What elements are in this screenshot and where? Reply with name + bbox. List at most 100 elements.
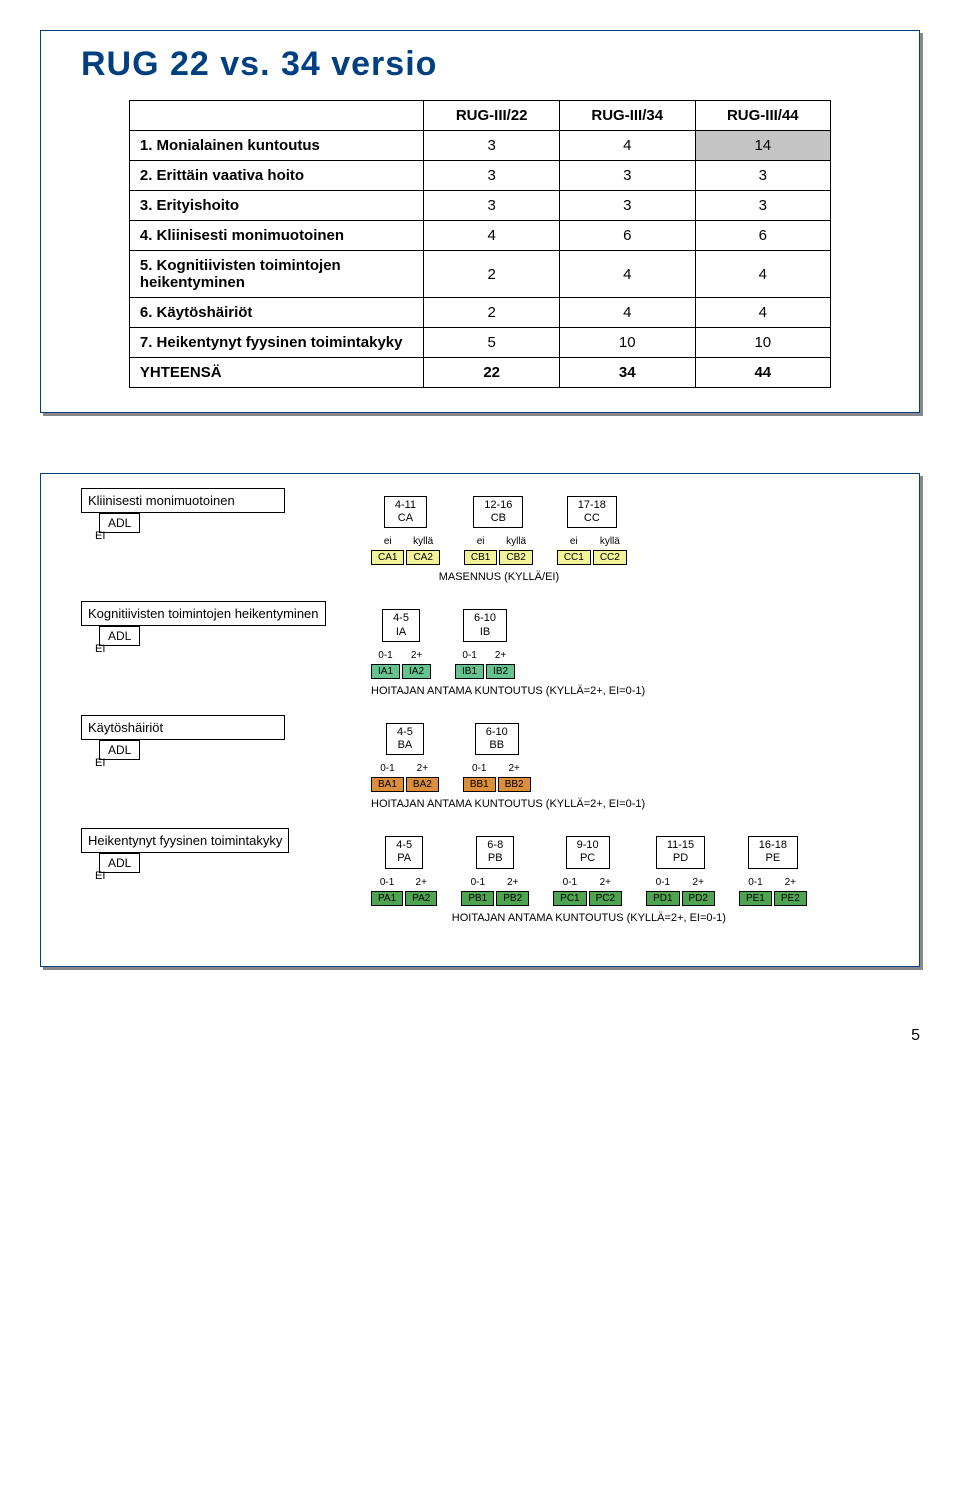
group-head: 4-5PA: [385, 836, 423, 868]
diagram-row: Kognitiivisten toimintojen heikentyminen…: [81, 601, 879, 696]
split-tag: 0-1: [656, 877, 670, 888]
cell: 3: [559, 191, 695, 221]
ei-label: EI: [95, 757, 105, 769]
split-tag: 0-1: [462, 650, 476, 661]
leaf: CC2: [593, 550, 627, 565]
split-tag: 2+: [507, 877, 518, 888]
split-tag: 2+: [411, 650, 422, 661]
split-tag: 2+: [416, 877, 427, 888]
total-cell: 34: [559, 358, 695, 388]
row-label: 4. Kliinisesti monimuotoinen: [129, 221, 424, 251]
leaf: CA1: [371, 550, 404, 565]
rug-table: RUG-III/22 RUG-III/34 RUG-III/44 1. Moni…: [129, 100, 831, 388]
col-2: RUG-III/44: [695, 101, 831, 131]
group-head: 12-16CB: [473, 496, 523, 528]
split-tag: kyllä: [506, 536, 526, 547]
leaf: IB1: [455, 664, 484, 679]
section-note: HOITAJAN ANTAMA KUNTOUTUS (KYLLÄ=2+, EI=…: [371, 798, 645, 810]
total-cell: 44: [695, 358, 831, 388]
cell: 5: [424, 328, 560, 358]
row-label: 7. Heikentynyt fyysinen toimintakyky: [129, 328, 424, 358]
card-title: RUG 22 vs. 34 versio: [81, 45, 879, 84]
cell: 2: [424, 298, 560, 328]
split-tag: 0-1: [380, 763, 394, 774]
leaf: CA2: [406, 550, 439, 565]
category-box: Heikentynyt fyysinen toimintakyky: [81, 828, 289, 853]
leaf: PB2: [496, 891, 529, 906]
split-tag: ei: [477, 536, 485, 547]
leaf: PA2: [405, 891, 437, 906]
group: 12-16CBeiCB1kylläCB2: [464, 496, 533, 565]
leaf: PD1: [646, 891, 679, 906]
page-number: 5: [40, 1027, 920, 1045]
leaf: PE2: [774, 891, 807, 906]
cell: 10: [559, 328, 695, 358]
cell: 14: [695, 131, 831, 161]
group: 6-10IB0-1IB12+IB2: [455, 609, 515, 678]
cell: 3: [695, 191, 831, 221]
col-1: RUG-III/34: [559, 101, 695, 131]
leaf: BA1: [371, 777, 404, 792]
card-diagram: Kliinisesti monimuotoinenADLEI4-11CAeiCA…: [40, 473, 920, 967]
leaf: PC1: [553, 891, 586, 906]
cell: 4: [559, 298, 695, 328]
leaf: PE1: [739, 891, 772, 906]
cell: 4: [559, 251, 695, 298]
cell: 3: [424, 131, 560, 161]
split-tag: 0-1: [380, 877, 394, 888]
section-note: HOITAJAN ANTAMA KUNTOUTUS (KYLLÄ=2+, EI=…: [371, 912, 807, 924]
group: 4-11CAeiCA1kylläCA2: [371, 496, 440, 565]
diagram-row: KäytöshäiriötADLEI4-5BA0-1BA12+BA26-10BB…: [81, 715, 879, 810]
leaf: BB2: [498, 777, 531, 792]
split-tag: 0-1: [471, 877, 485, 888]
group: 4-5IA0-1IA12+IA2: [371, 609, 431, 678]
leaf: PD2: [682, 891, 715, 906]
split-tag: 0-1: [563, 877, 577, 888]
cell: 3: [559, 161, 695, 191]
group-head: 6-10BB: [475, 723, 519, 755]
card-rug-table: RUG 22 vs. 34 versio RUG-III/22 RUG-III/…: [40, 30, 920, 413]
leaf: PB1: [461, 891, 494, 906]
split-tag: 2+: [417, 763, 428, 774]
group-head: 16-18PE: [748, 836, 798, 868]
cell: 4: [695, 251, 831, 298]
cell: 3: [424, 161, 560, 191]
cell: 4: [424, 221, 560, 251]
leaf: IB2: [486, 664, 515, 679]
row-label: 1. Monialainen kuntoutus: [129, 131, 424, 161]
category-box: Kliinisesti monimuotoinen: [81, 488, 285, 513]
group: 11-15PD0-1PD12+PD2: [646, 836, 715, 905]
split-tag: ei: [384, 536, 392, 547]
group: 6-8PB0-1PB12+PB2: [461, 836, 529, 905]
split-tag: 0-1: [472, 763, 486, 774]
cell: 2: [424, 251, 560, 298]
col-blank: [129, 101, 424, 131]
split-tag: 2+: [785, 877, 796, 888]
ei-label: EI: [95, 643, 105, 655]
group-head: 4-5BA: [386, 723, 424, 755]
leaf: IA2: [402, 664, 431, 679]
cell: 10: [695, 328, 831, 358]
split-tag: 2+: [508, 763, 519, 774]
cell: 3: [424, 191, 560, 221]
leaf: PC2: [589, 891, 622, 906]
split-tag: 2+: [600, 877, 611, 888]
leaf: PA1: [371, 891, 403, 906]
section-note: HOITAJAN ANTAMA KUNTOUTUS (KYLLÄ=2+, EI=…: [371, 685, 645, 697]
section-note: MASENNUS (KYLLÄ/EI): [371, 571, 627, 583]
cell: 6: [559, 221, 695, 251]
total-cell: 22: [424, 358, 560, 388]
category-box: Käytöshäiriöt: [81, 715, 285, 740]
cell: 4: [559, 131, 695, 161]
cell: 4: [695, 298, 831, 328]
leaf: IA1: [371, 664, 400, 679]
col-0: RUG-III/22: [424, 101, 560, 131]
leaf: CB1: [464, 550, 497, 565]
split-tag: kyllä: [413, 536, 433, 547]
group: 4-5PA 0-1 PA1 2+ PA2: [371, 836, 437, 905]
split-tag: 2+: [693, 877, 704, 888]
group-head: 17-18CC: [567, 496, 617, 528]
diagram-row: Kliinisesti monimuotoinenADLEI4-11CAeiCA…: [81, 488, 879, 583]
split-tag: kyllä: [600, 536, 620, 547]
group: 9-10PC0-1PC12+PC2: [553, 836, 622, 905]
